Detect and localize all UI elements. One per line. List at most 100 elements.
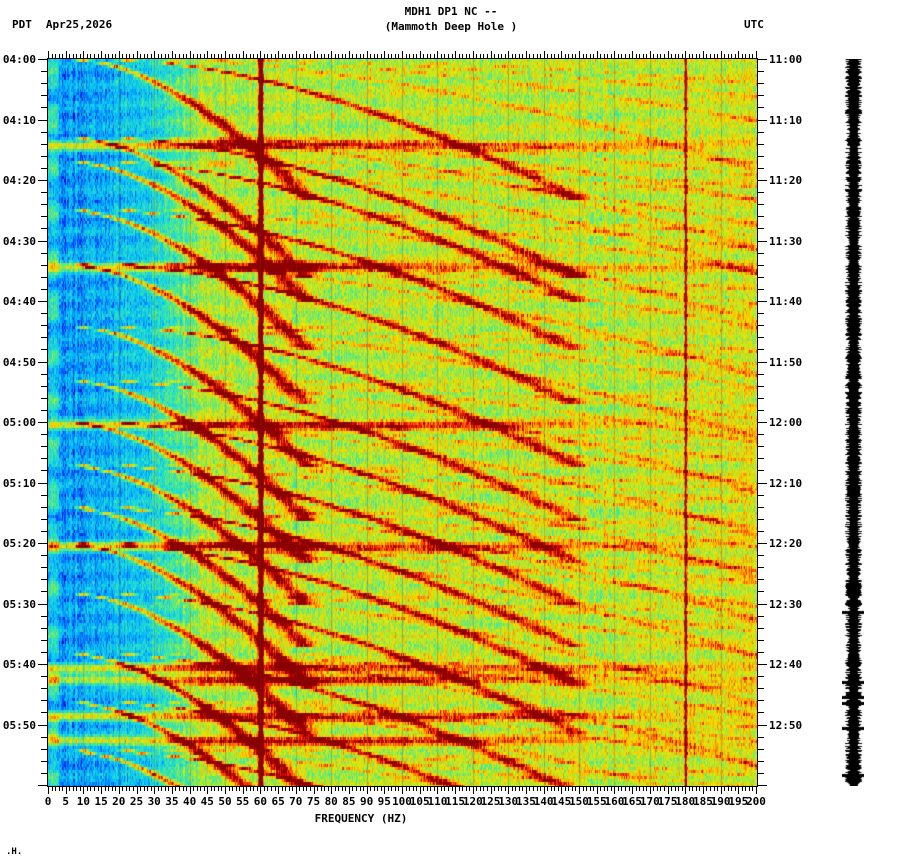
axis-tick	[55, 54, 56, 58]
axis-tick	[636, 787, 637, 791]
x-axis-tick-label: 5	[62, 795, 69, 808]
axis-tick	[758, 652, 764, 653]
axis-tick	[179, 54, 180, 58]
axis-tick	[547, 54, 548, 58]
axis-tick	[575, 54, 576, 58]
corner-artifact-mark: .H.	[6, 847, 23, 857]
axis-tick	[161, 787, 162, 791]
axis-tick	[597, 787, 598, 794]
axis-tick	[133, 54, 134, 58]
axis-tick	[183, 54, 184, 58]
axis-tick	[749, 54, 750, 58]
spectrogram-plot[interactable]	[48, 59, 757, 786]
axis-tick	[41, 628, 47, 629]
axis-tick	[653, 54, 654, 58]
axis-tick	[243, 787, 244, 794]
y-axis-left-tick-label: 05:00	[2, 416, 36, 429]
axis-tick	[758, 59, 767, 60]
axis-tick	[374, 787, 375, 791]
axis-tick	[540, 54, 541, 58]
axis-tick	[285, 787, 286, 791]
x-axis-tick-label: 20	[112, 795, 126, 808]
y-axis-right-tick-label: 11:20	[769, 174, 803, 187]
axis-tick	[41, 168, 47, 169]
x-axis-tick-label: 150	[569, 795, 589, 808]
axis-tick	[38, 241, 47, 242]
axis-tick	[229, 787, 230, 791]
axis-tick	[639, 787, 640, 791]
axis-tick	[236, 54, 237, 58]
axis-tick	[611, 787, 612, 791]
station-name-line: (Mammoth Deep Hole )	[384, 20, 518, 33]
x-axis-tick-label: 80	[324, 795, 338, 808]
axis-tick	[714, 787, 715, 791]
axis-tick	[448, 54, 449, 58]
axis-tick	[55, 787, 56, 791]
axis-tick	[685, 787, 686, 794]
axis-tick	[193, 54, 194, 58]
axis-tick	[689, 787, 690, 791]
axis-tick	[232, 787, 233, 791]
axis-tick	[193, 787, 194, 791]
axis-tick	[271, 787, 272, 791]
axis-tick	[381, 54, 382, 58]
axis-tick	[197, 54, 198, 58]
y-axis-right-tick-label: 12:20	[769, 537, 803, 550]
axis-tick	[710, 54, 711, 58]
axis-tick	[699, 787, 700, 791]
axis-tick	[314, 51, 315, 58]
axis-tick	[80, 54, 81, 58]
axis-tick	[671, 787, 672, 791]
axis-tick	[41, 289, 47, 290]
axis-tick	[41, 737, 47, 738]
x-axis-tick-label: 75	[306, 795, 321, 808]
axis-tick	[494, 787, 495, 791]
axis-tick	[324, 54, 325, 58]
axis-tick	[285, 54, 286, 58]
axis-tick	[289, 787, 290, 791]
x-axis-tick-label: 70	[289, 795, 303, 808]
axis-tick	[632, 51, 633, 58]
axis-tick	[758, 640, 764, 641]
axis-tick	[441, 54, 442, 58]
axis-tick	[738, 787, 739, 794]
axis-tick	[593, 54, 594, 58]
axis-tick	[466, 54, 467, 58]
axis-tick	[717, 54, 718, 58]
axis-tick	[491, 51, 492, 58]
axis-tick	[660, 787, 661, 791]
axis-tick	[66, 51, 67, 58]
axis-tick	[469, 54, 470, 58]
axis-tick	[639, 54, 640, 58]
axis-tick	[331, 787, 332, 794]
axis-tick	[758, 107, 764, 108]
axis-tick	[218, 787, 219, 791]
axis-tick	[508, 787, 509, 794]
axis-tick	[430, 787, 431, 791]
axis-tick	[430, 54, 431, 58]
axis-tick	[41, 446, 47, 447]
axis-tick	[296, 787, 297, 794]
axis-tick	[483, 54, 484, 58]
x-axis-tick-label: 110	[427, 795, 448, 808]
axis-tick	[59, 787, 60, 791]
axis-tick	[758, 434, 764, 435]
header-left-timezone-block: PDT Apr25,2026	[12, 18, 112, 31]
axis-tick	[420, 51, 421, 58]
axis-tick	[267, 787, 268, 791]
axis-tick	[374, 54, 375, 58]
y-axis-right-tick-label: 11:10	[769, 113, 803, 127]
axis-tick	[758, 180, 767, 181]
axis-tick	[62, 54, 63, 58]
axis-tick	[643, 54, 644, 58]
axis-tick	[126, 787, 127, 791]
axis-tick	[758, 410, 764, 411]
axis-tick	[758, 168, 764, 169]
axis-tick	[282, 54, 283, 58]
x-axis-tick-label: 200	[746, 795, 766, 808]
axis-tick	[122, 54, 123, 58]
axis-tick	[423, 54, 424, 58]
axis-tick	[190, 51, 191, 58]
axis-tick	[575, 787, 576, 791]
axis-tick	[41, 313, 47, 314]
